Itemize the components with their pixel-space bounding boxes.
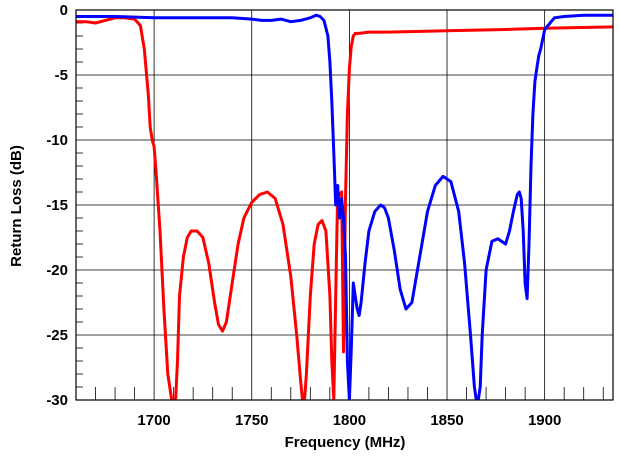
y-axis-label: Return Loss (dB) (8, 145, 25, 267)
y-tick-label: -30 (46, 392, 68, 409)
x-tick-label: 1750 (235, 412, 268, 429)
y-tick-label: -25 (46, 327, 68, 344)
y-tick-labels: 0 -5 -10 -15 -20 -25 -30 (46, 2, 68, 409)
y-tick-label: 0 (60, 2, 68, 19)
y-tick-label: -20 (46, 262, 68, 279)
x-tick-label: 1700 (137, 412, 170, 429)
series-line-red (76, 16, 613, 400)
series-layer (76, 13, 613, 400)
y-tick-label: -15 (46, 197, 68, 214)
x-tick-label: 1900 (528, 412, 561, 429)
y-tick-label: -10 (46, 132, 68, 149)
x-tick-labels: 1700 1750 1800 1850 1900 (137, 412, 561, 429)
x-tick-label: 1800 (333, 412, 366, 429)
plot-frame (75, 9, 614, 401)
x-axis-label: Frequency (MHz) (285, 434, 406, 451)
x-tick-label: 1850 (430, 412, 463, 429)
series-line-blue (76, 13, 613, 400)
y-tick-label: -5 (55, 67, 68, 84)
